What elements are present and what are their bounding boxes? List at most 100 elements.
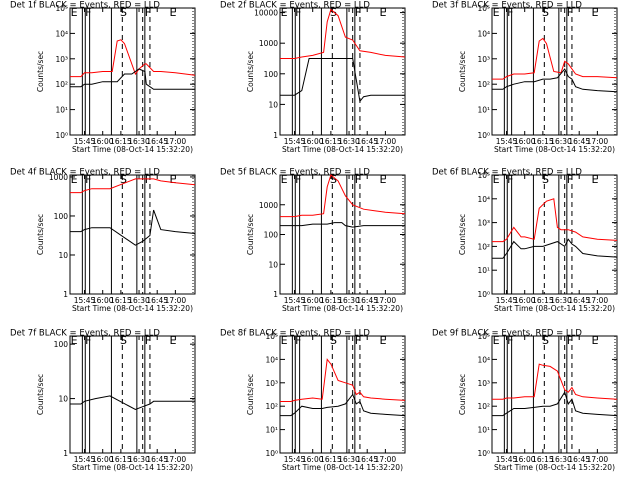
interval-marker: F <box>355 334 361 347</box>
panel-frame <box>491 7 618 136</box>
panel-frame <box>69 335 196 454</box>
interval-marker: F <box>295 334 301 347</box>
x-tick-label: 15:45 <box>284 455 306 464</box>
y-tick-label: 10000 <box>254 9 278 18</box>
x-axis-label: Start Time (08-Oct-14 15:32:20) <box>494 463 615 472</box>
y-tick-label: 10⁵ <box>477 171 490 180</box>
series-events-line <box>492 238 618 259</box>
x-tick-label: 17:00 <box>165 137 187 146</box>
x-tick-label: 16:30 <box>550 296 572 305</box>
interval-marker: S <box>542 173 549 186</box>
panel-title: Det 1f BLACK = Events, RED = LLD <box>10 1 160 11</box>
y-axis-label: Counts/sec <box>458 374 467 415</box>
interval-marker: E <box>379 173 386 186</box>
x-tick-label: 16:30 <box>128 137 150 146</box>
y-tick-label: 10¹ <box>477 426 490 435</box>
panel-frame <box>69 174 196 295</box>
series-events-line <box>70 395 195 411</box>
y-tick-label: 10² <box>55 80 68 89</box>
series-lld-line <box>70 178 196 194</box>
interval-marker: E <box>493 334 500 347</box>
y-tick-label: 10 <box>58 395 68 404</box>
x-tick-label: 16:30 <box>128 455 150 464</box>
x-tick-label: 16:30 <box>550 455 572 464</box>
x-tick-label: 16:00 <box>514 455 536 464</box>
interval-marker: E <box>169 334 176 347</box>
interval-marker: F <box>145 173 151 186</box>
x-axis-label: Start Time (08-Oct-14 15:32:20) <box>282 463 403 472</box>
y-tick-label: 10³ <box>477 55 490 64</box>
y-tick-label: 1000 <box>259 39 278 48</box>
interval-marker: S <box>120 173 127 186</box>
x-tick-label: 16:00 <box>92 455 114 464</box>
interval-marker: S <box>120 6 127 19</box>
interval-marker: E <box>169 173 176 186</box>
panel-title: Det 2f BLACK = Events, RED = LLD <box>220 1 370 11</box>
panel-title: Det 8f BLACK = Events, RED = LLD <box>220 329 370 339</box>
panel-title: Det 3f BLACK = Events, RED = LLD <box>432 1 582 11</box>
x-tick-label: 16:00 <box>302 137 324 146</box>
x-tick-label: 16:15 <box>320 137 342 146</box>
y-tick-label: 10⁵ <box>55 4 68 13</box>
x-tick-label: 15:45 <box>496 296 518 305</box>
y-axis-label: Counts/sec <box>36 51 45 92</box>
x-tick-label: 16:00 <box>92 296 114 305</box>
x-axis-label: Start Time (08-Oct-14 15:32:20) <box>494 145 615 154</box>
y-tick-label: 10⁴ <box>477 355 490 364</box>
x-tick-label: 16:30 <box>550 137 572 146</box>
x-tick-label: 17:00 <box>587 137 609 146</box>
y-tick-label: 10² <box>477 242 490 251</box>
series-events-line <box>280 393 406 417</box>
series-lld-line <box>492 198 618 243</box>
x-tick-label: 16:45 <box>356 455 378 464</box>
x-tick-label: 15:45 <box>284 296 306 305</box>
y-tick-label: 10⁴ <box>55 29 68 38</box>
y-tick-label: 10 <box>58 251 68 260</box>
y-tick-label: 10⁴ <box>477 195 490 204</box>
series-lld-line <box>280 358 406 402</box>
interval-marker: E <box>169 6 176 19</box>
y-tick-label: 10¹ <box>265 426 278 435</box>
interval-marker: S <box>330 173 337 186</box>
x-tick-label: 16:45 <box>146 455 168 464</box>
x-tick-label: 16:00 <box>302 455 324 464</box>
x-tick-label: 16:00 <box>514 137 536 146</box>
x-tick-label: 17:00 <box>375 296 397 305</box>
x-tick-label: 17:00 <box>375 137 397 146</box>
y-tick-label: 10⁰ <box>477 131 490 140</box>
x-tick-label: 15:45 <box>74 137 96 146</box>
panel-title: Det 4f BLACK = Events, RED = LLD <box>10 168 160 178</box>
y-tick-label: 1 <box>273 131 278 140</box>
interval-marker: F <box>567 334 573 347</box>
x-tick-label: 15:45 <box>74 455 96 464</box>
interval-marker: E <box>493 173 500 186</box>
y-tick-label: 10 <box>268 100 278 109</box>
series-lld-line <box>280 8 406 59</box>
interval-marker: F <box>355 173 361 186</box>
interval-marker: F <box>145 334 151 347</box>
y-tick-label: 10¹ <box>477 266 490 275</box>
x-axis-label: Start Time (08-Oct-14 15:32:20) <box>72 463 193 472</box>
y-tick-label: 1000 <box>259 201 278 210</box>
y-tick-label: 10² <box>477 80 490 89</box>
y-tick-label: 10² <box>265 402 278 411</box>
interval-marker: F <box>295 6 301 19</box>
y-tick-label: 1 <box>273 290 278 299</box>
panel-title: Det 7f BLACK = Events, RED = LLD <box>10 329 160 339</box>
panel-frame <box>279 7 406 136</box>
x-axis-label: Start Time (08-Oct-14 15:32:20) <box>282 145 403 154</box>
interval-marker: F <box>507 173 513 186</box>
y-axis-label: Counts/sec <box>36 374 45 415</box>
y-tick-label: 10 <box>268 260 278 269</box>
x-tick-label: 16:15 <box>532 455 554 464</box>
panel-frame <box>69 7 196 136</box>
y-tick-label: 10⁰ <box>477 449 490 458</box>
x-tick-label: 17:00 <box>587 296 609 305</box>
x-tick-label: 16:15 <box>110 455 132 464</box>
x-tick-label: 16:15 <box>532 137 554 146</box>
panel-frame <box>491 174 618 295</box>
interval-marker: F <box>567 173 573 186</box>
panel-frame <box>279 174 406 295</box>
series-lld-line <box>280 174 406 218</box>
interval-marker: E <box>379 334 386 347</box>
